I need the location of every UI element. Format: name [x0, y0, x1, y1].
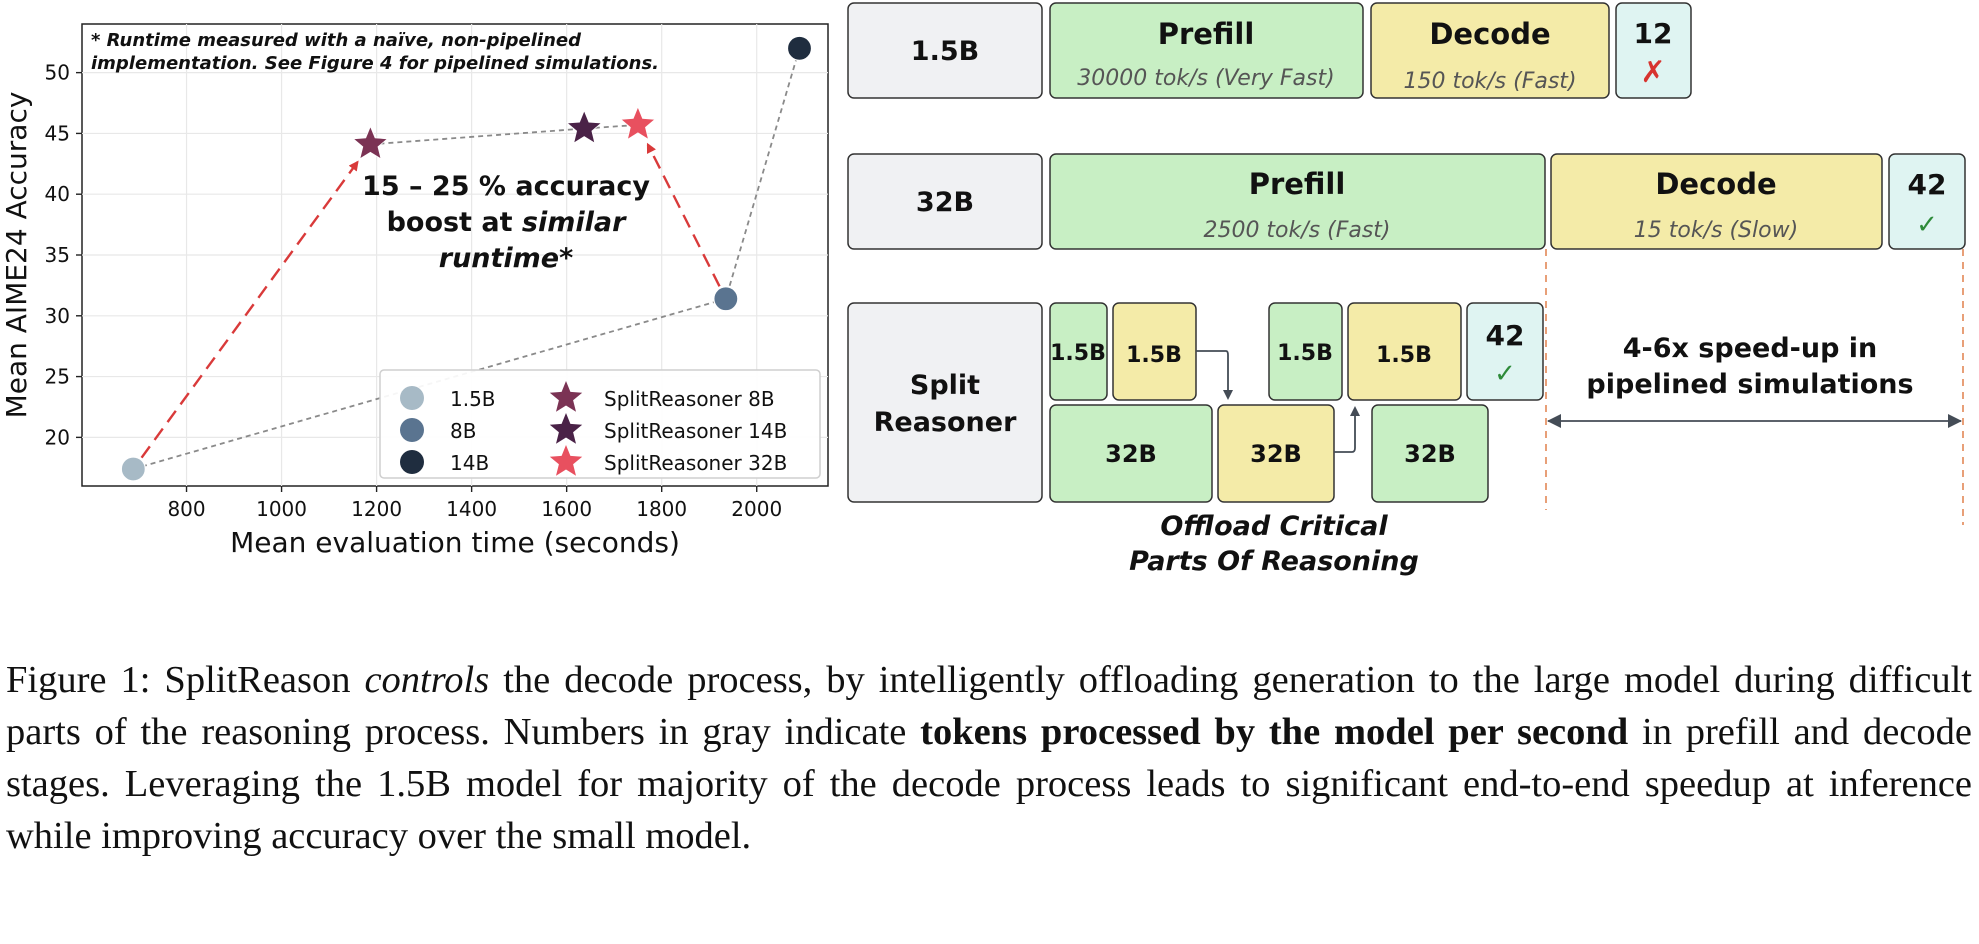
annotation-line-3: runtime* — [439, 243, 574, 274]
x-tick-label: 1400 — [446, 497, 497, 521]
small-prefill-2: 1.5B — [1277, 341, 1333, 366]
improvement-arrow — [646, 142, 721, 287]
x-tick-label: 1200 — [351, 497, 402, 521]
speedup-line-2: pipelined simulations — [1586, 369, 1913, 400]
legend-label: SplitReasoner 8B — [604, 387, 775, 411]
legend-marker — [549, 381, 583, 412]
accuracy-vs-runtime-chart: 20 25 30 35 40 45 50 800 1000 1200 1400 1600 1800 20… — [0, 23, 829, 559]
star-splitreasoner-14b — [566, 109, 603, 144]
caption-part-2: the decode process, by intelligently off… — [6, 659, 1972, 753]
point-14b — [786, 35, 813, 61]
row2-decode-title: Decode — [1655, 167, 1776, 201]
legend-label: 1.5B — [450, 387, 496, 411]
legend-marker — [400, 386, 424, 410]
row1-prefill-rate: 30000 tok/s (Very Fast) — [1077, 66, 1334, 91]
point-1-5b — [120, 456, 146, 482]
chart-note-line-2: implementation. See Figure 4 for pipelin… — [91, 53, 659, 74]
row1-score: 12 — [1634, 17, 1673, 50]
legend-marker — [400, 450, 424, 474]
row2-score: 42 — [1908, 168, 1947, 201]
y-tick-label: 35 — [45, 243, 70, 267]
legend-label: SplitReasoner 32B — [604, 451, 787, 475]
data-points — [120, 35, 813, 482]
x-tick-label: 1600 — [541, 497, 592, 521]
caption-part-3: in prefill and decode stages. Leveraging… — [6, 711, 1972, 857]
annotation-line-2: boost at similar — [387, 207, 628, 238]
y-tick-label: 20 — [45, 425, 70, 449]
row2-decode-rate: 15 tok/s (Slow) — [1634, 218, 1798, 243]
annotation-line-1: 15 – 25 % accuracy — [362, 171, 650, 202]
offload-label-line-2: Parts Of Reasoning — [1129, 546, 1419, 577]
large-decode-1: 32B — [1250, 440, 1302, 468]
row3-score: 42 — [1486, 319, 1525, 352]
row-1-5b: 1.5B Prefill 30000 tok/s (Very Fast) Dec… — [847, 2, 1692, 99]
chart-legend: 1.5B 8B 14B SplitReasoner 8B SplitReasoner 1… — [379, 369, 821, 479]
x-tick-label: 1000 — [256, 497, 307, 521]
legend-marker — [549, 445, 583, 476]
point-8b — [713, 286, 739, 312]
small-prefill-1: 1.5B — [1050, 341, 1106, 366]
row-split-reasoner: Split Reasoner 1.5B 1.5B 32B 32B 1.5B 1.… — [847, 302, 1544, 577]
small-decode-1: 1.5B — [1126, 343, 1182, 368]
chart-note-line-1: * Runtime measured with a naïve, non-pip… — [91, 30, 582, 51]
caption-emphasis: controls — [364, 659, 490, 701]
y-tick-label: 30 — [45, 304, 70, 328]
x-axis-ticks: 800 1000 1200 1400 1600 1800 2000 — [167, 486, 782, 521]
improvement-arrow — [140, 160, 359, 459]
row2-prefill-title: Prefill — [1249, 167, 1346, 201]
small-decode-2: 1.5B — [1376, 343, 1432, 368]
row1-decode-title: Decode — [1429, 17, 1550, 51]
legend-marker — [549, 413, 583, 444]
legend-label: 14B — [450, 451, 489, 475]
y-tick-label: 45 — [45, 121, 70, 145]
x-axis-label: Mean evaluation time (seconds) — [230, 526, 680, 559]
offload-label-line-1: Offload Critical — [1160, 511, 1388, 542]
caption-bold: tokens processed by the model per second — [920, 711, 1629, 753]
y-tick-label: 50 — [45, 61, 70, 85]
y-axis-label: Mean AIME24 Accuracy — [0, 92, 33, 419]
star-splitreasoner-32b — [619, 105, 657, 141]
row1-prefill-title: Prefill — [1158, 17, 1255, 51]
row2-prefill-rate: 2500 tok/s (Fast) — [1203, 218, 1390, 243]
large-prefill-1: 32B — [1105, 440, 1157, 468]
star-splitreasoner-8b — [352, 125, 389, 160]
row1-model-label: 1.5B — [911, 36, 979, 67]
splitreason-diagram: 1.5B Prefill 30000 tok/s (Very Fast) Dec… — [847, 2, 1966, 577]
row2-model-label: 32B — [916, 187, 974, 218]
return-arrow-up — [1334, 406, 1360, 453]
offload-arrow-down — [1196, 350, 1233, 400]
caption-part-1: Figure 1: SplitReason — [6, 659, 365, 701]
y-axis-ticks: 20 25 30 35 40 45 50 — [45, 61, 82, 449]
large-prefill-2: 32B — [1404, 440, 1456, 468]
figure-1: 20 25 30 35 40 45 50 800 1000 1200 1400 1600 1800 20… — [0, 2, 1966, 577]
legend-label: SplitReasoner 14B — [604, 419, 787, 443]
x-tick-label: 800 — [167, 497, 205, 521]
legend-marker — [400, 418, 424, 442]
figure-caption: Figure 1: SplitReason controls the decod… — [6, 654, 1972, 862]
check-icon: ✓ — [1916, 210, 1938, 240]
legend-label: 8B — [450, 419, 476, 443]
y-tick-label: 25 — [45, 365, 70, 389]
row3-model-line-1: Split — [910, 370, 980, 401]
check-icon: ✓ — [1494, 359, 1516, 389]
row1-decode-rate: 150 tok/s (Fast) — [1403, 69, 1576, 94]
y-tick-label: 40 — [45, 182, 70, 206]
cross-icon: ✗ — [1640, 55, 1665, 90]
x-tick-label: 2000 — [731, 497, 782, 521]
speedup-line-1: 4-6x speed-up in — [1623, 333, 1878, 364]
x-tick-label: 1800 — [636, 497, 687, 521]
row-32b: 32B Prefill 2500 tok/s (Fast) Decode 15 … — [847, 153, 1966, 250]
row3-model-line-2: Reasoner — [874, 407, 1017, 438]
